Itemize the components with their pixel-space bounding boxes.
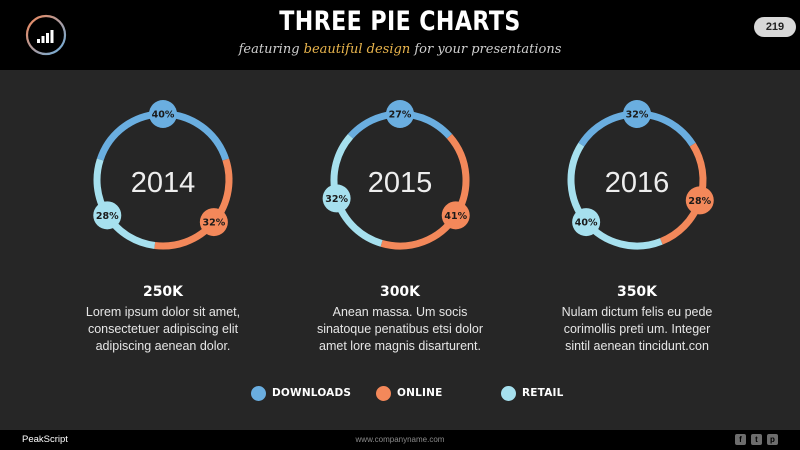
slice-percent: 32% (325, 194, 348, 205)
slice-badge (685, 186, 714, 215)
pie-chart-2015: 2015 27% 41% 32% (322, 100, 470, 250)
footer-url[interactable]: www.companyname.com (355, 435, 445, 444)
description-line: corimollis preti um. Integer (563, 322, 711, 336)
legend-item-downloads: DOWNLOADS (251, 384, 351, 402)
slice-label-downloads: 27% (386, 100, 414, 128)
description-line: consectetuer adipiscing elit (87, 322, 239, 336)
legend-item-retail: RETAIL (501, 384, 564, 402)
pie-chart-2014: 2014 40% 32% 28% (93, 100, 233, 250)
description-line: sinatoque penatibus etsi dolor (316, 322, 484, 336)
slice-badge (322, 184, 351, 213)
slice-label-online: 28% (685, 186, 714, 215)
chart-total-value: 350K (616, 284, 658, 300)
description-line: Lorem ipsum dolor sit amet, (85, 305, 241, 319)
description-line: amet lore magnis disarturent. (319, 339, 481, 353)
legend-swatch (251, 385, 266, 401)
page-title: THREE PIE CHARTS (279, 6, 521, 37)
slice-badge (93, 201, 122, 230)
chart-total-value: 300K (379, 284, 421, 300)
slice-badge (441, 201, 470, 230)
twitter-icon[interactable]: t (751, 434, 762, 445)
slice-badge (623, 100, 651, 128)
slice-percent: 40% (575, 218, 598, 229)
chart-description: Anean massa. Um socis sinatoque penatibu… (295, 304, 505, 355)
page-subtitle: featuring beautiful design for your pres… (238, 42, 562, 57)
signal-bars-icon (25, 14, 67, 56)
slice-percent: 28% (96, 211, 119, 222)
facebook-icon[interactable]: f (735, 434, 746, 445)
brand-name: PeakScript (22, 434, 68, 445)
chart-year-label: 2015 (368, 167, 433, 199)
description-line: sintil aenean tincidunt.con (565, 339, 709, 353)
pinterest-icon[interactable]: p (767, 434, 778, 445)
legend-item-online: ONLINE (376, 384, 442, 402)
slice-percent: 28% (688, 196, 711, 207)
slice-percent: 32% (626, 110, 649, 121)
slice-badge (386, 100, 414, 128)
slice-percent: 41% (444, 211, 467, 222)
slice-label-downloads: 40% (149, 100, 177, 128)
chart-description: Nulam dictum felis eu pede corimollis pr… (532, 304, 742, 355)
slice-label-retail: 28% (93, 201, 122, 230)
legend-label: DOWNLOADS (272, 387, 352, 399)
footer-bar: PeakScript www.companyname.com f t p (0, 430, 800, 450)
legend-label: RETAIL (522, 387, 564, 399)
chart-year-label: 2014 (131, 167, 196, 199)
header-bar: THREE PIE CHARTS featuring beautiful des… (0, 0, 800, 70)
description-line: Nulam dictum felis eu pede (561, 305, 713, 319)
slice-label-retail: 40% (572, 208, 601, 237)
chart-year-label: 2016 (605, 167, 670, 199)
slice-label-downloads: 32% (623, 100, 651, 128)
slice-percent: 40% (152, 110, 175, 121)
chart-description: Lorem ipsum dolor sit amet, consectetuer… (58, 304, 268, 355)
slice-badge (149, 100, 177, 128)
slice-percent: 27% (389, 110, 412, 121)
legend-swatch (376, 385, 391, 401)
subtitle-highlight: beautiful design (303, 42, 411, 57)
page-number-badge: 219 (754, 17, 796, 37)
legend-label: ONLINE (397, 387, 443, 399)
slice-badge (572, 208, 601, 237)
description-line: Anean massa. Um socis (332, 305, 468, 319)
slice-label-retail: 32% (322, 184, 351, 213)
pie-chart-2016: 2016 32% 28% 40% (567, 100, 714, 250)
slice-label-online: 41% (441, 201, 470, 230)
slice-label-online: 32% (199, 208, 228, 237)
legend-swatch (501, 385, 516, 401)
chart-total-value: 250K (142, 284, 184, 300)
slice-percent: 32% (202, 218, 225, 229)
slice-badge (199, 208, 228, 237)
description-line: adipiscing aenean dolor. (95, 339, 231, 353)
